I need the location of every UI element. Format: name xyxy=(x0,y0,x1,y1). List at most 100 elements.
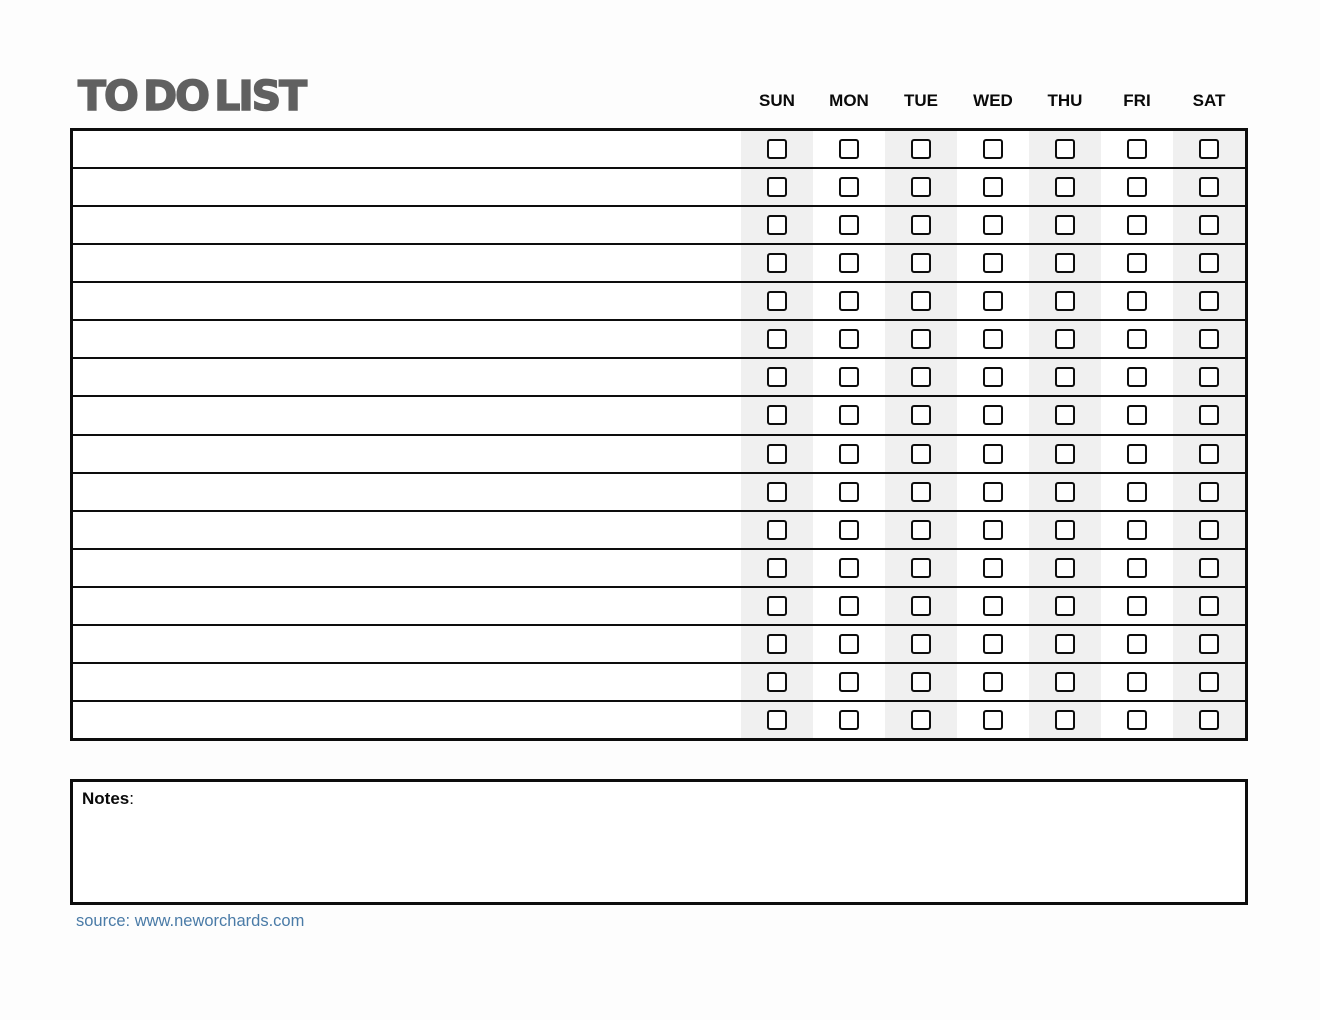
checkbox-sun[interactable] xyxy=(767,405,787,426)
checkbox-thu[interactable] xyxy=(1055,405,1075,426)
checkbox-wed[interactable] xyxy=(983,291,1003,312)
task-input[interactable] xyxy=(73,397,741,434)
checkbox-sun[interactable] xyxy=(767,709,787,730)
checkbox-wed[interactable] xyxy=(983,671,1003,692)
checkbox-sat[interactable] xyxy=(1199,139,1219,160)
task-input[interactable] xyxy=(73,321,741,358)
checkbox-tue[interactable] xyxy=(911,557,931,578)
task-input[interactable] xyxy=(73,473,741,510)
checkbox-sat[interactable] xyxy=(1199,633,1219,654)
checkbox-wed[interactable] xyxy=(983,139,1003,160)
checkbox-sun[interactable] xyxy=(767,253,787,274)
checkbox-fri[interactable] xyxy=(1127,481,1147,502)
checkbox-fri[interactable] xyxy=(1127,671,1147,692)
checkbox-mon[interactable] xyxy=(839,519,859,540)
checkbox-sat[interactable] xyxy=(1199,291,1219,312)
task-input[interactable] xyxy=(73,245,741,282)
checkbox-thu[interactable] xyxy=(1055,253,1075,274)
task-input[interactable] xyxy=(73,701,741,738)
checkbox-sat[interactable] xyxy=(1199,709,1219,730)
checkbox-thu[interactable] xyxy=(1055,367,1075,388)
checkbox-tue[interactable] xyxy=(911,367,931,388)
checkbox-wed[interactable] xyxy=(983,215,1003,236)
checkbox-thu[interactable] xyxy=(1055,633,1075,654)
task-input[interactable] xyxy=(73,587,741,624)
checkbox-mon[interactable] xyxy=(839,291,859,312)
checkbox-mon[interactable] xyxy=(839,405,859,426)
checkbox-sun[interactable] xyxy=(767,481,787,502)
checkbox-wed[interactable] xyxy=(983,329,1003,350)
checkbox-tue[interactable] xyxy=(911,215,931,236)
checkbox-wed[interactable] xyxy=(983,253,1003,274)
checkbox-fri[interactable] xyxy=(1127,367,1147,388)
checkbox-sun[interactable] xyxy=(767,329,787,350)
checkbox-wed[interactable] xyxy=(983,367,1003,388)
task-input[interactable] xyxy=(73,435,741,472)
checkbox-thu[interactable] xyxy=(1055,215,1075,236)
checkbox-fri[interactable] xyxy=(1127,633,1147,654)
checkbox-mon[interactable] xyxy=(839,633,859,654)
checkbox-tue[interactable] xyxy=(911,633,931,654)
checkbox-thu[interactable] xyxy=(1055,595,1075,616)
checkbox-thu[interactable] xyxy=(1055,519,1075,540)
checkbox-tue[interactable] xyxy=(911,177,931,198)
checkbox-sat[interactable] xyxy=(1199,557,1219,578)
checkbox-wed[interactable] xyxy=(983,405,1003,426)
checkbox-sat[interactable] xyxy=(1199,671,1219,692)
checkbox-sun[interactable] xyxy=(767,215,787,236)
checkbox-sat[interactable] xyxy=(1199,215,1219,236)
checkbox-sun[interactable] xyxy=(767,519,787,540)
checkbox-thu[interactable] xyxy=(1055,557,1075,578)
checkbox-mon[interactable] xyxy=(839,443,859,464)
checkbox-wed[interactable] xyxy=(983,443,1003,464)
checkbox-fri[interactable] xyxy=(1127,519,1147,540)
checkbox-thu[interactable] xyxy=(1055,481,1075,502)
task-input[interactable] xyxy=(73,131,741,168)
checkbox-tue[interactable] xyxy=(911,519,931,540)
task-input[interactable] xyxy=(73,207,741,244)
checkbox-mon[interactable] xyxy=(839,253,859,274)
checkbox-thu[interactable] xyxy=(1055,177,1075,198)
checkbox-mon[interactable] xyxy=(839,177,859,198)
checkbox-fri[interactable] xyxy=(1127,291,1147,312)
checkbox-tue[interactable] xyxy=(911,291,931,312)
checkbox-fri[interactable] xyxy=(1127,139,1147,160)
task-input[interactable] xyxy=(73,511,741,548)
checkbox-sat[interactable] xyxy=(1199,329,1219,350)
checkbox-tue[interactable] xyxy=(911,405,931,426)
checkbox-sat[interactable] xyxy=(1199,595,1219,616)
checkbox-fri[interactable] xyxy=(1127,595,1147,616)
checkbox-sun[interactable] xyxy=(767,177,787,198)
checkbox-thu[interactable] xyxy=(1055,709,1075,730)
checkbox-thu[interactable] xyxy=(1055,139,1075,160)
checkbox-sun[interactable] xyxy=(767,557,787,578)
checkbox-mon[interactable] xyxy=(839,709,859,730)
checkbox-sun[interactable] xyxy=(767,443,787,464)
checkbox-mon[interactable] xyxy=(839,139,859,160)
checkbox-sat[interactable] xyxy=(1199,253,1219,274)
checkbox-mon[interactable] xyxy=(839,329,859,350)
task-input[interactable] xyxy=(73,663,741,700)
checkbox-tue[interactable] xyxy=(911,481,931,502)
checkbox-fri[interactable] xyxy=(1127,557,1147,578)
checkbox-sat[interactable] xyxy=(1199,367,1219,388)
checkbox-mon[interactable] xyxy=(839,595,859,616)
checkbox-tue[interactable] xyxy=(911,709,931,730)
task-input[interactable] xyxy=(73,549,741,586)
checkbox-mon[interactable] xyxy=(839,215,859,236)
checkbox-fri[interactable] xyxy=(1127,253,1147,274)
notes-content-area[interactable] xyxy=(82,809,1236,894)
checkbox-tue[interactable] xyxy=(911,253,931,274)
checkbox-wed[interactable] xyxy=(983,595,1003,616)
checkbox-sun[interactable] xyxy=(767,291,787,312)
checkbox-wed[interactable] xyxy=(983,481,1003,502)
task-input[interactable] xyxy=(73,283,741,320)
checkbox-fri[interactable] xyxy=(1127,709,1147,730)
checkbox-sun[interactable] xyxy=(767,595,787,616)
checkbox-fri[interactable] xyxy=(1127,443,1147,464)
checkbox-thu[interactable] xyxy=(1055,443,1075,464)
checkbox-sat[interactable] xyxy=(1199,177,1219,198)
checkbox-mon[interactable] xyxy=(839,671,859,692)
checkbox-mon[interactable] xyxy=(839,481,859,502)
checkbox-tue[interactable] xyxy=(911,443,931,464)
